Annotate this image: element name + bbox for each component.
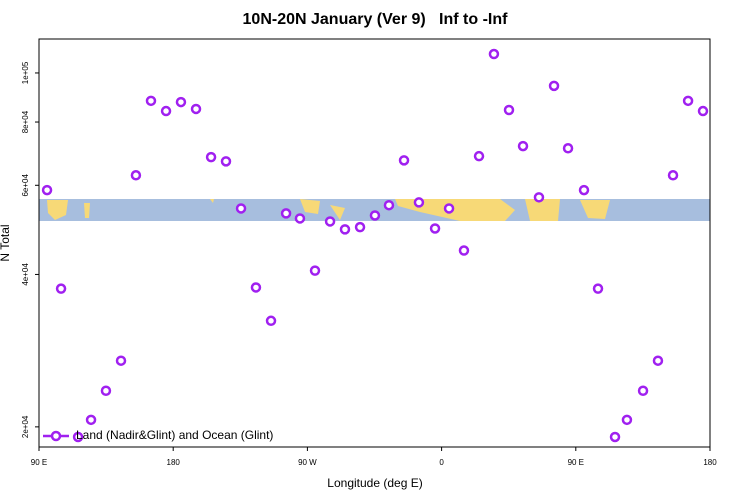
point (250, 282, 262, 293)
point (458, 245, 470, 256)
point (354, 221, 366, 233)
y-tick-label: 1e+05 (21, 61, 30, 84)
point (190, 103, 202, 115)
point (309, 265, 321, 276)
point (220, 156, 232, 167)
point (562, 143, 574, 154)
point (160, 105, 172, 117)
point (383, 199, 395, 211)
point (85, 414, 97, 426)
point (265, 315, 277, 327)
point (369, 210, 381, 221)
point (235, 203, 247, 214)
y-axis-label: N Total (0, 224, 12, 261)
point (533, 192, 545, 203)
point (697, 105, 709, 117)
x-axis-label: Longitude (deg E) (327, 476, 422, 490)
point (503, 104, 515, 116)
point (429, 223, 441, 234)
x-tick-label: 180 (703, 458, 717, 467)
point (682, 95, 694, 107)
x-tick-label: 90 E (568, 458, 584, 467)
point (41, 184, 53, 196)
point (517, 140, 529, 152)
point (115, 355, 127, 366)
point (488, 48, 500, 60)
point (339, 224, 351, 235)
point (280, 208, 292, 219)
point (473, 150, 485, 162)
point (667, 170, 679, 181)
point (592, 283, 604, 294)
y-tick-label: 4e+04 (21, 263, 30, 286)
x-tick-label: 90 W (298, 458, 317, 467)
point (637, 385, 649, 396)
map-strip (39, 199, 710, 221)
point (205, 151, 217, 163)
y-tick-label: 6e+04 (21, 174, 30, 197)
legend-marker (50, 430, 62, 442)
point (72, 431, 84, 443)
y-tick-label: 2e+04 (21, 415, 30, 438)
point (609, 431, 621, 443)
point (130, 170, 142, 181)
point (55, 283, 67, 294)
point (324, 216, 336, 227)
point (652, 355, 664, 366)
point (443, 203, 455, 214)
point (578, 184, 590, 196)
chart-title: 10N-20N January (Ver 9) Inf to -Inf (243, 11, 509, 28)
x-tick-label: 0 (439, 458, 444, 467)
point (398, 155, 410, 166)
plot-frame (38, 38, 711, 448)
x-tick-label: 90 E (31, 458, 47, 467)
point (175, 96, 187, 108)
point (294, 213, 306, 224)
point (621, 414, 633, 426)
y-tick-label: 8e+04 (21, 110, 30, 133)
x-tick-label: 180 (167, 458, 181, 467)
point (548, 80, 560, 92)
point (145, 95, 157, 107)
point (413, 197, 425, 208)
legend-label: Land (Nadir&Glint) and Ocean (Glint) (76, 428, 273, 442)
point (100, 385, 112, 396)
